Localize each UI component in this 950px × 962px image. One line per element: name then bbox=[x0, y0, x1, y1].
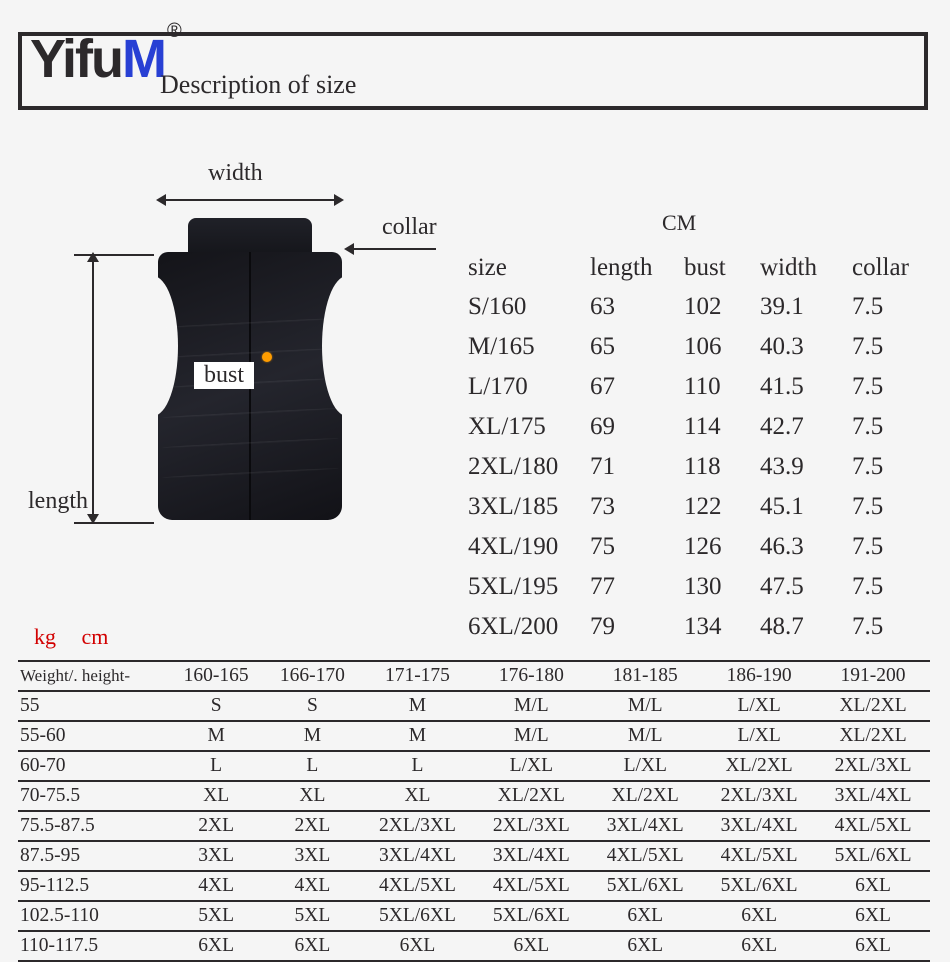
table-row: 3XL/1857312245.17.5 bbox=[460, 488, 924, 526]
weight-cell: 95-112.5 bbox=[18, 871, 168, 901]
weight-cell: 55-60 bbox=[18, 721, 168, 751]
size-chart: sizelengthbustwidthcollar S/1606310239.1… bbox=[458, 248, 926, 648]
width-dim-label: width bbox=[208, 160, 263, 187]
table-row: 5XL/1957713047.57.5 bbox=[460, 568, 924, 606]
height-col: 171-175 bbox=[361, 661, 475, 691]
collar-dim-label: collar bbox=[382, 214, 437, 241]
table-row: 60-70LLLL/XLL/XLXL/2XL2XL/3XL bbox=[18, 751, 930, 781]
height-col: 191-200 bbox=[816, 661, 930, 691]
registered-mark: ® bbox=[167, 20, 180, 42]
weight-cell: 75.5-87.5 bbox=[18, 811, 168, 841]
table-row: 110-117.56XL6XL6XL6XL6XL6XL6XL bbox=[18, 931, 930, 961]
table-row: 75.5-87.52XL2XL2XL/3XL2XL/3XL3XL/4XL3XL/… bbox=[18, 811, 930, 841]
width-arrow bbox=[158, 190, 342, 210]
length-tick-top bbox=[74, 254, 154, 256]
heat-button-icon bbox=[262, 352, 272, 362]
brand-accent: M bbox=[122, 29, 165, 89]
height-col: 186-190 bbox=[702, 661, 816, 691]
kg-label: kg bbox=[34, 624, 56, 649]
table-row: 87.5-953XL3XL3XL/4XL3XL/4XL4XL/5XL4XL/5X… bbox=[18, 841, 930, 871]
height-col: 176-180 bbox=[474, 661, 588, 691]
length-tick-bottom bbox=[74, 522, 154, 524]
weight-cell: 55 bbox=[18, 691, 168, 721]
weight-height-label: Weight/. height- bbox=[18, 661, 168, 691]
recommendation-table: Weight/. height-160-165166-170171-175176… bbox=[18, 660, 930, 962]
table-row: 55-60MMMM/LM/LL/XLXL/2XL bbox=[18, 721, 930, 751]
brand-logo: YifuM® bbox=[30, 28, 178, 90]
size-col-length: length bbox=[582, 250, 674, 286]
weight-cell: 110-117.5 bbox=[18, 931, 168, 961]
length-arrow bbox=[92, 254, 94, 522]
unit-label: CM bbox=[662, 210, 696, 236]
table-row: 4XL/1907512646.37.5 bbox=[460, 528, 924, 566]
table-row: L/1706711041.57.5 bbox=[460, 368, 924, 406]
weight-cell: 87.5-95 bbox=[18, 841, 168, 871]
length-dim-label: length bbox=[28, 488, 88, 515]
size-col-size: size bbox=[460, 250, 580, 286]
table-row: 70-75.5XLXLXLXL/2XLXL/2XL2XL/3XL3XL/4XL bbox=[18, 781, 930, 811]
collar-arrow bbox=[346, 248, 436, 250]
size-col-collar: collar bbox=[844, 250, 924, 286]
table-row: S/1606310239.17.5 bbox=[460, 288, 924, 326]
vest-illustration: bust bbox=[158, 218, 342, 518]
dimension-diagram: width collar length bust bbox=[34, 178, 444, 578]
brand-text: Yifu bbox=[30, 29, 122, 89]
size-col-bust: bust bbox=[676, 250, 750, 286]
table-row: 2XL/1807111843.97.5 bbox=[460, 448, 924, 486]
weight-cell: 60-70 bbox=[18, 751, 168, 781]
weight-cell: 70-75.5 bbox=[18, 781, 168, 811]
unit-legend: kg cm bbox=[34, 624, 108, 650]
table-row: 6XL/2007913448.77.5 bbox=[460, 608, 924, 646]
table-row: 55SSMM/LM/LL/XLXL/2XL bbox=[18, 691, 930, 721]
weight-cell: 102.5-110 bbox=[18, 901, 168, 931]
description-label: Description of size bbox=[160, 70, 356, 100]
size-col-width: width bbox=[752, 250, 842, 286]
height-col: 181-185 bbox=[588, 661, 702, 691]
table-row: 102.5-1105XL5XL5XL/6XL5XL/6XL6XL6XL6XL bbox=[18, 901, 930, 931]
height-col: 166-170 bbox=[264, 661, 360, 691]
bust-dim-label: bust bbox=[194, 362, 254, 389]
table-row: M/1656510640.37.5 bbox=[460, 328, 924, 366]
table-row: 95-112.54XL4XL4XL/5XL4XL/5XL5XL/6XL5XL/6… bbox=[18, 871, 930, 901]
height-col: 160-165 bbox=[168, 661, 264, 691]
cm-label: cm bbox=[82, 624, 109, 649]
table-row: XL/1756911442.77.5 bbox=[460, 408, 924, 446]
